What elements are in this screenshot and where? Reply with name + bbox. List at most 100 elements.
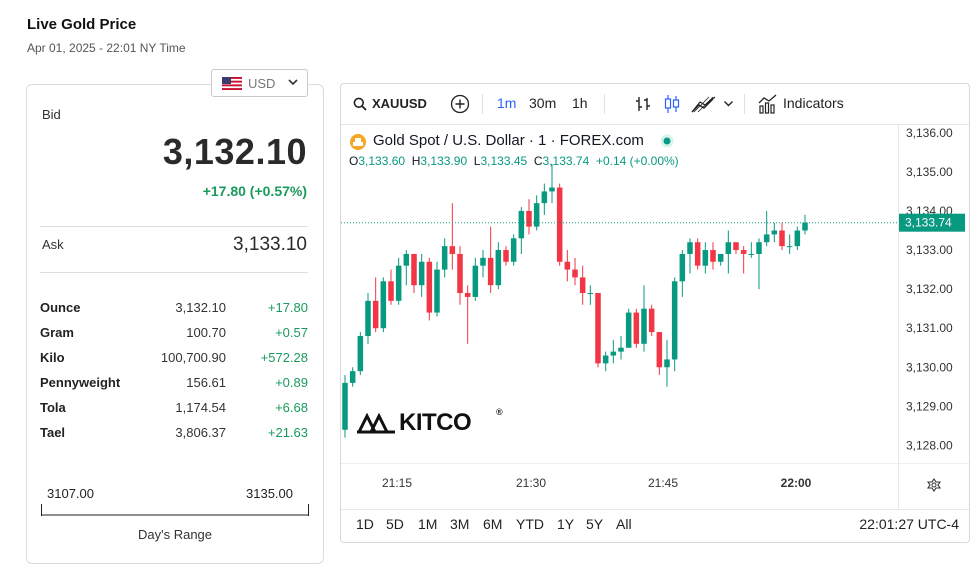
unit-price: 1,174.54 — [175, 400, 226, 415]
currency-label: USD — [248, 76, 276, 91]
divider — [40, 272, 308, 273]
candles-chart-type-icon[interactable] — [663, 94, 681, 114]
range-all[interactable]: All — [616, 516, 632, 532]
change-value: +0.14 (+0.00%) — [595, 154, 679, 168]
range-3m[interactable]: 3M — [450, 516, 470, 532]
candle-body — [395, 265, 402, 301]
unit-row-kilo: Kilo 100,700.90 +572.28 — [40, 350, 310, 370]
candle-body — [756, 242, 762, 254]
candle-body — [464, 293, 471, 297]
bar-chart-type-icon[interactable] — [634, 95, 652, 113]
candle-body — [794, 230, 801, 247]
candle-body — [388, 281, 394, 301]
candle-body — [457, 253, 463, 294]
indicators-button[interactable]: Indicators — [783, 95, 844, 111]
us-flag-icon — [222, 77, 242, 90]
candle-body — [702, 250, 709, 266]
candle-body — [610, 351, 617, 356]
candle-body — [572, 269, 578, 278]
candle-body — [694, 242, 701, 266]
chart-symbol-title: Gold Spot / U.S. Dollar · 1 · FOREX.com — [373, 132, 644, 149]
range-1m[interactable]: 1M — [418, 516, 438, 532]
range-5d[interactable]: 5D — [386, 516, 404, 532]
symbol-search[interactable]: XAUUSD — [372, 96, 427, 111]
range-6m[interactable]: 6M — [483, 516, 503, 532]
candle-body — [480, 257, 486, 266]
candle-body — [541, 191, 548, 204]
unit-row-pennyweight: Pennyweight 156.61 +0.89 — [40, 375, 310, 395]
bid-price: 3,132.10 — [162, 131, 307, 172]
gold-coin-icon — [350, 134, 366, 150]
unit-change: +21.63 — [267, 425, 308, 440]
candle-body — [687, 242, 693, 254]
unit-change: +572.28 — [260, 350, 308, 365]
candle-body — [495, 250, 502, 286]
add-symbol-icon[interactable] — [450, 94, 470, 114]
currency-select[interactable]: USD — [211, 69, 308, 97]
last-price-label: 3,133.74 — [905, 216, 952, 230]
settings-icon[interactable] — [926, 478, 942, 492]
unit-price: 100,700.90 — [160, 350, 226, 365]
y-tick-label: 3,133.00 — [906, 243, 953, 257]
interval-1h[interactable]: 1h — [572, 95, 588, 111]
search-icon[interactable] — [353, 97, 367, 111]
candle-body — [487, 257, 494, 286]
candle-body — [518, 210, 525, 239]
range-ytd[interactable]: YTD — [516, 516, 544, 532]
chart-style-icon[interactable] — [691, 94, 719, 114]
page-title: Live Gold Price — [27, 16, 137, 33]
bid-label: Bid — [42, 107, 61, 122]
range-1d[interactable]: 1D — [356, 516, 374, 532]
candle-body — [372, 300, 379, 329]
y-tick-label: 3,130.00 — [906, 360, 953, 374]
range-5y[interactable]: 5Y — [586, 516, 604, 532]
candle-body — [426, 261, 433, 313]
candle-body — [725, 242, 732, 254]
range-high: 3135.00 — [246, 486, 293, 501]
unit-row-tola: Tola 1,174.54 +6.68 — [40, 400, 310, 420]
interval-1m[interactable]: 1m — [497, 95, 517, 111]
candle-body — [733, 242, 739, 251]
page-timestamp: Apr 01, 2025 - 22:01 NY Time — [27, 41, 186, 55]
candle-body — [664, 359, 670, 368]
y-tick-label: 3,128.00 — [906, 438, 953, 452]
last-price-badge — [899, 213, 965, 232]
ask-label: Ask — [42, 237, 64, 252]
chart-legend-title: Gold Spot / U.S. Dollar · 1 · FOREX.com — [350, 132, 674, 150]
unit-row-ounce: Ounce 3,132.10 +17.80 — [40, 300, 310, 320]
candle-body — [633, 312, 640, 344]
candle-body — [434, 269, 440, 313]
close-value: 3,133.74 — [542, 154, 590, 168]
interval-30m[interactable]: 30m — [529, 95, 557, 111]
indicators-icon[interactable] — [758, 94, 778, 114]
candle-body — [579, 277, 586, 294]
unit-name: Tola — [40, 400, 66, 415]
chevron-down-icon — [288, 79, 298, 86]
candle-body — [556, 187, 563, 262]
y-tick-label: 3,129.00 — [906, 399, 953, 413]
candle-body — [533, 203, 540, 227]
candle-body — [710, 250, 716, 262]
candle-body — [748, 253, 755, 255]
unit-change: +17.80 — [267, 300, 308, 315]
low-value: 3,133.45 — [480, 154, 528, 168]
candle-body — [595, 293, 601, 364]
chevron-down-icon[interactable] — [723, 99, 734, 109]
chart-clock: 22:01:27 UTC-4 — [859, 516, 959, 532]
candle-body — [587, 293, 594, 295]
days-range-bar — [41, 504, 309, 516]
unit-price: 3,806.37 — [175, 425, 226, 440]
candle-body — [679, 253, 686, 282]
candle-body — [449, 246, 456, 254]
candle-body — [740, 250, 747, 254]
x-tick-label: 22:00 — [781, 476, 812, 490]
candle-body — [763, 234, 770, 243]
candle-body — [564, 261, 571, 270]
range-1y[interactable]: 1Y — [557, 516, 575, 532]
range-low: 3107.00 — [47, 486, 94, 501]
price-chart[interactable]: 3,136.003,135.003,134.003,133.003,132.00… — [341, 125, 970, 509]
high-value: 3,133.90 — [420, 154, 468, 168]
unit-change: +0.57 — [275, 325, 308, 340]
candle-body — [786, 246, 793, 248]
chart-legend-ohlc: O3,133.60 H3,133.90 L3,133.45 C3,133.74 … — [349, 154, 679, 168]
